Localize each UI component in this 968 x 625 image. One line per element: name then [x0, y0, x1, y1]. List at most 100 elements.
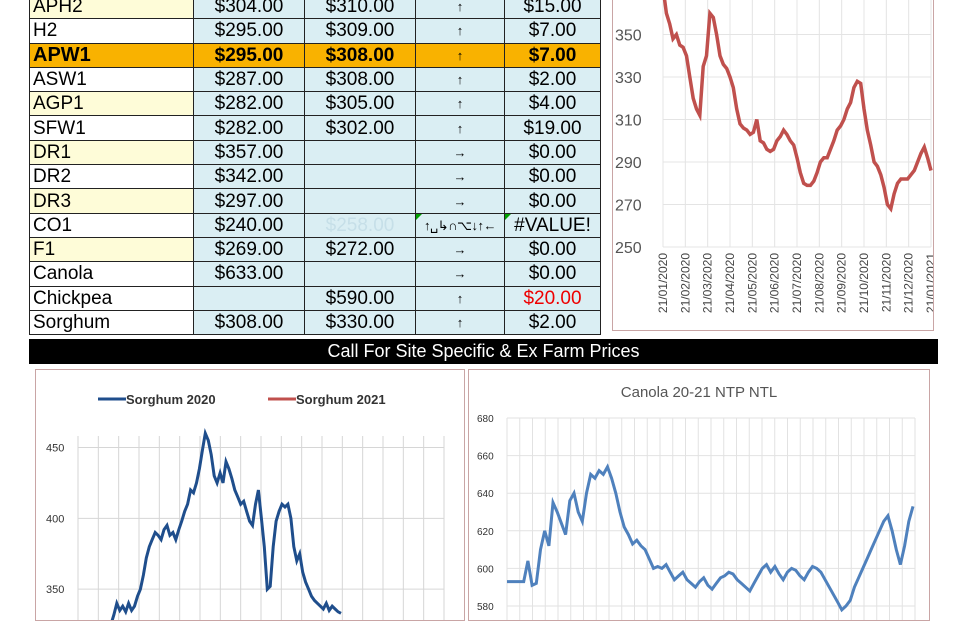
- price-forward-cell[interactable]: $308.00: [304, 42, 416, 68]
- grain-name-cell[interactable]: Chickpea: [29, 285, 194, 311]
- y-tick-label: 350: [615, 28, 642, 45]
- price-current-cell[interactable]: $295.00: [193, 18, 305, 44]
- price-forward-cell[interactable]: $302.00: [304, 115, 416, 141]
- price-current-cell[interactable]: $304.00: [193, 0, 305, 20]
- price-row: Sorghum $308.00 $330.00 ↑ $2.00: [29, 309, 601, 336]
- legend-label-2020: Sorghum 2020: [126, 392, 216, 407]
- price-row: DR2 $342.00 → $0.00: [29, 164, 601, 190]
- price-change-cell[interactable]: $7.00: [504, 42, 601, 68]
- price-forward-cell[interactable]: [304, 188, 416, 214]
- wheat-price-chart-svg: 250 270 290 310 330 350 21/01/2020 21/02/2020 21…: [615, 0, 938, 313]
- price-change-cell[interactable]: #VALUE!: [504, 212, 601, 238]
- price-change-cell[interactable]: $20.00: [504, 285, 601, 311]
- trend-arrow-cell[interactable]: ↑: [415, 115, 505, 141]
- price-line: [662, 0, 933, 213]
- grain-name-cell[interactable]: H2: [29, 18, 194, 44]
- price-change-cell[interactable]: $2.00: [504, 66, 601, 93]
- grain-name-cell[interactable]: ASW1: [29, 66, 194, 93]
- price-change-cell[interactable]: $0.00: [504, 164, 601, 190]
- x-tick-label: 21/02/2020: [678, 253, 692, 313]
- y-tick-label: 350: [46, 584, 64, 596]
- trend-arrow-cell[interactable]: →: [415, 139, 505, 166]
- price-row: APH2 $304.00 $310.00 ↑ $15.00: [29, 0, 601, 20]
- trend-arrow-cell[interactable]: ↑: [415, 42, 505, 68]
- price-change-cell[interactable]: $2.00: [504, 309, 601, 336]
- price-row: DR1 $357.00 → $0.00: [29, 139, 601, 166]
- price-row: Chickpea $590.00 ↑ $20.00: [29, 285, 601, 311]
- price-row: F1 $269.00 $272.00 → $0.00: [29, 236, 601, 263]
- price-forward-cell[interactable]: $590.00: [304, 285, 416, 311]
- price-forward-cell[interactable]: $305.00: [304, 91, 416, 117]
- grain-name-cell[interactable]: SFW1: [29, 115, 194, 141]
- price-current-cell[interactable]: $287.00: [193, 66, 305, 93]
- y-tick-label: 310: [615, 113, 642, 130]
- y-tick-label: 450: [46, 443, 64, 455]
- price-change-cell[interactable]: $0.00: [504, 188, 601, 214]
- price-row: ASW1 $287.00 $308.00 ↑ $2.00: [29, 66, 601, 93]
- trend-arrow-cell[interactable]: →: [415, 261, 505, 287]
- trend-arrow-cell[interactable]: ↑: [415, 18, 505, 44]
- price-row: CO1 $240.00 $258.00 ↑␣↳∩⌥↓↑← #VALUE!: [29, 212, 601, 238]
- price-change-cell[interactable]: $7.00: [504, 18, 601, 44]
- x-tick-label: 21/01/2020: [656, 253, 670, 313]
- sorghum-chart-svg: 350 400 450 Sorghum 2020 Sorghum 2021: [46, 392, 445, 625]
- trend-arrow-cell[interactable]: ↑: [415, 0, 505, 20]
- trend-arrow-cell[interactable]: ↑␣↳∩⌥↓↑←: [415, 212, 505, 238]
- price-current-cell[interactable]: $308.00: [193, 309, 305, 336]
- price-current-cell[interactable]: $282.00: [193, 115, 305, 141]
- price-change-cell[interactable]: $0.00: [504, 139, 601, 166]
- price-change-cell[interactable]: $0.00: [504, 236, 601, 263]
- trend-arrow-cell[interactable]: →: [415, 236, 505, 263]
- x-tick-label: 21/12/2020: [902, 253, 916, 313]
- price-row: H2 $295.00 $309.00 ↑ $7.00: [29, 18, 601, 44]
- grain-name-cell[interactable]: CO1: [29, 212, 194, 238]
- price-change-cell[interactable]: $0.00: [504, 261, 601, 287]
- grain-name-cell[interactable]: DR3: [29, 188, 194, 214]
- price-forward-cell[interactable]: [304, 139, 416, 166]
- grain-name-cell[interactable]: DR2: [29, 164, 194, 190]
- price-forward-cell[interactable]: [304, 164, 416, 190]
- trend-arrow-cell[interactable]: →: [415, 164, 505, 190]
- trend-arrow-cell[interactable]: →: [415, 188, 505, 214]
- price-current-cell[interactable]: [193, 285, 305, 311]
- price-current-cell[interactable]: $357.00: [193, 139, 305, 166]
- price-change-cell[interactable]: $19.00: [504, 115, 601, 141]
- price-current-cell[interactable]: $342.00: [193, 164, 305, 190]
- trend-arrow-cell[interactable]: ↑: [415, 285, 505, 311]
- grain-name-cell[interactable]: APW1: [29, 42, 194, 68]
- trend-arrow-cell[interactable]: ↑: [415, 309, 505, 336]
- grain-name-cell[interactable]: Canola: [29, 261, 194, 287]
- price-forward-cell[interactable]: $272.00: [304, 236, 416, 263]
- grain-name-cell[interactable]: APH2: [29, 0, 194, 20]
- grain-name-cell[interactable]: AGP1: [29, 91, 194, 117]
- trend-arrow-cell[interactable]: ↑: [415, 91, 505, 117]
- price-forward-cell[interactable]: [304, 261, 416, 287]
- price-forward-cell[interactable]: $330.00: [304, 309, 416, 336]
- price-forward-cell[interactable]: $308.00: [304, 66, 416, 93]
- grain-name-cell[interactable]: F1: [29, 236, 194, 263]
- price-change-cell[interactable]: $4.00: [504, 91, 601, 117]
- x-tick-label: 21/05/2020: [745, 253, 759, 313]
- sorghum-2020-line: [109, 427, 342, 625]
- price-forward-cell[interactable]: $310.00: [304, 0, 416, 20]
- canola-chart-svg: Canola 20-21 NTP NTL 580 600 620 640 660 680: [477, 384, 916, 625]
- price-change-cell[interactable]: $15.00: [504, 0, 601, 20]
- price-current-cell[interactable]: $633.00: [193, 261, 305, 287]
- trend-arrow-cell[interactable]: ↑: [415, 66, 505, 93]
- price-forward-cell[interactable]: $309.00: [304, 18, 416, 44]
- x-tick-label: 21/08/2020: [812, 253, 826, 313]
- price-current-cell[interactable]: $282.00: [193, 91, 305, 117]
- y-tick-label: 250: [615, 240, 642, 257]
- price-current-cell[interactable]: $295.00: [193, 42, 305, 68]
- y-tick-label: 640: [477, 489, 494, 500]
- price-current-cell[interactable]: $269.00: [193, 236, 305, 263]
- grain-name-cell[interactable]: Sorghum: [29, 309, 194, 336]
- wheat-price-chart: 250 270 290 310 330 350 21/01/2020 21/02/2020 21…: [612, 0, 938, 331]
- grain-name-cell[interactable]: DR1: [29, 139, 194, 166]
- price-current-cell[interactable]: $240.00: [193, 212, 305, 238]
- sorghum-chart: 350 400 450 Sorghum 2020 Sorghum 2021: [35, 369, 465, 625]
- price-current-cell[interactable]: $297.00: [193, 188, 305, 214]
- x-tick-label: 21/03/2020: [701, 253, 715, 313]
- price-forward-cell[interactable]: $258.00: [304, 212, 416, 238]
- y-tick-label: 600: [477, 564, 494, 575]
